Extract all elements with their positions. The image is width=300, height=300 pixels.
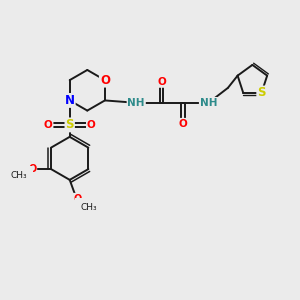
Text: S: S (257, 86, 266, 100)
Text: O: O (73, 194, 81, 204)
Text: S: S (65, 118, 74, 131)
Text: CH₃: CH₃ (81, 203, 98, 212)
Text: O: O (87, 120, 96, 130)
Text: CH₃: CH₃ (11, 171, 27, 180)
Text: NH: NH (128, 98, 145, 108)
Text: O: O (179, 119, 188, 129)
Text: O: O (157, 77, 166, 87)
Text: O: O (44, 120, 52, 130)
Text: N: N (65, 94, 75, 107)
Text: O: O (28, 164, 36, 173)
Text: NH: NH (200, 98, 217, 108)
Text: O: O (100, 74, 110, 87)
